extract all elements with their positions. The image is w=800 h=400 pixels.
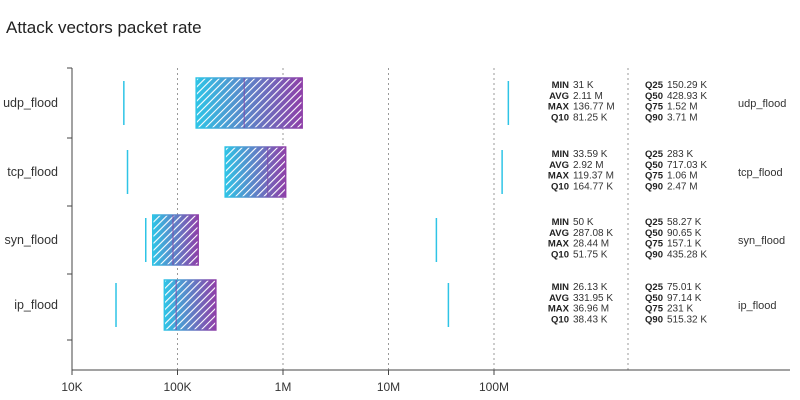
stat-value: 26.13 K (573, 282, 608, 293)
stat-key: Q25 (645, 149, 664, 160)
stat-value: 97.14 K (667, 293, 702, 304)
stat-value: 717.03 K (667, 160, 707, 171)
category-label: syn_flood (4, 233, 58, 247)
series-label-right: tcp_flood (738, 167, 783, 179)
stat-key: MIN (552, 149, 570, 160)
stat-value: 38.43 K (573, 314, 608, 325)
stat-value: 58.27 K (667, 217, 702, 228)
stat-key: Q50 (645, 160, 663, 171)
x-tick-label: 10K (61, 380, 82, 394)
iqr-box-outline (195, 77, 303, 129)
x-tick-label: 10M (377, 380, 400, 394)
iqr-box-hatch (225, 147, 286, 197)
stat-value: 51.75 K (573, 249, 608, 260)
box-syn_flood (144, 214, 438, 266)
stat-key: Q50 (645, 228, 663, 239)
box-ip_flood (115, 279, 450, 331)
iqr-box-outline (224, 146, 287, 198)
stat-value: 164.77 K (573, 181, 613, 192)
stat-key: Q90 (645, 112, 663, 123)
stat-value: 2.11 M (573, 91, 603, 102)
stat-key: Q25 (645, 282, 664, 293)
stat-key: Q75 (645, 171, 664, 182)
stat-key: MIN (552, 282, 570, 293)
stat-value: 31 K (573, 80, 594, 91)
stat-key: Q75 (645, 239, 664, 250)
stat-key: AVG (549, 91, 569, 102)
stat-key: Q75 (645, 304, 664, 315)
stat-key: MAX (548, 304, 570, 315)
stat-key: Q90 (645, 249, 663, 260)
box-tcp_flood (126, 146, 503, 198)
stat-value: 231 K (667, 304, 693, 315)
stat-key: MIN (552, 80, 570, 91)
stat-value: 136.77 M (573, 102, 615, 113)
stat-key: AVG (549, 293, 569, 304)
series-label-right: syn_flood (738, 235, 785, 247)
iqr-box-hatch (164, 280, 216, 330)
series-label-right: udp_flood (738, 98, 786, 110)
stat-key: Q50 (645, 91, 663, 102)
stat-value: 331.95 K (573, 293, 613, 304)
stat-key: AVG (549, 228, 569, 239)
x-tick-label: 100K (163, 380, 191, 394)
stat-key: MAX (548, 171, 570, 182)
category-label: ip_flood (14, 298, 58, 312)
box-udp_flood (123, 77, 510, 129)
stat-key: Q25 (645, 80, 664, 91)
stat-key: Q90 (645, 181, 663, 192)
stat-value: 75.01 K (667, 282, 702, 293)
stat-key: Q10 (551, 112, 569, 123)
stat-key: MAX (548, 239, 570, 250)
series-label-right: ip_flood (738, 300, 777, 312)
stat-value: 2.47 M (667, 181, 698, 192)
stat-value: 1.06 M (667, 171, 698, 182)
stat-value: 428.93 K (667, 91, 707, 102)
stat-value: 33.59 K (573, 149, 608, 160)
iqr-box-hatch (152, 215, 199, 265)
stat-key: Q50 (645, 293, 663, 304)
stat-value: 81.25 K (573, 112, 608, 123)
stat-key: MIN (552, 217, 570, 228)
stat-value: 157.1 K (667, 239, 702, 250)
stat-value: 287.08 K (573, 228, 613, 239)
chart-title: Attack vectors packet rate (6, 18, 202, 37)
stat-key: AVG (549, 160, 569, 171)
stat-value: 119.37 M (573, 171, 614, 182)
iqr-box-outline (163, 279, 217, 331)
stat-key: Q90 (645, 314, 663, 325)
stat-value: 90.65 K (667, 228, 702, 239)
stat-key: MAX (548, 102, 570, 113)
stat-value: 36.96 M (573, 304, 609, 315)
stat-value: 515.32 K (667, 314, 707, 325)
stat-key: Q25 (645, 217, 664, 228)
stat-value: 28.44 M (573, 239, 609, 250)
x-tick-label: 100M (479, 380, 509, 394)
stat-key: Q10 (551, 181, 569, 192)
stat-value: 1.52 M (667, 102, 698, 113)
category-label: udp_flood (3, 96, 58, 110)
stat-value: 3.71 M (667, 112, 698, 123)
stat-key: Q10 (551, 314, 569, 325)
stat-value: 50 K (573, 217, 594, 228)
category-label: tcp_flood (7, 165, 58, 179)
iqr-box-outline (152, 214, 199, 266)
stat-value: 283 K (667, 149, 693, 160)
stat-value: 150.29 K (667, 80, 707, 91)
stat-value: 2.92 M (573, 160, 604, 171)
iqr-box-hatch (196, 78, 303, 128)
stat-key: Q75 (645, 102, 664, 113)
stat-key: Q10 (551, 249, 569, 260)
x-tick-label: 1M (275, 380, 292, 394)
stat-value: 435.28 K (667, 249, 707, 260)
